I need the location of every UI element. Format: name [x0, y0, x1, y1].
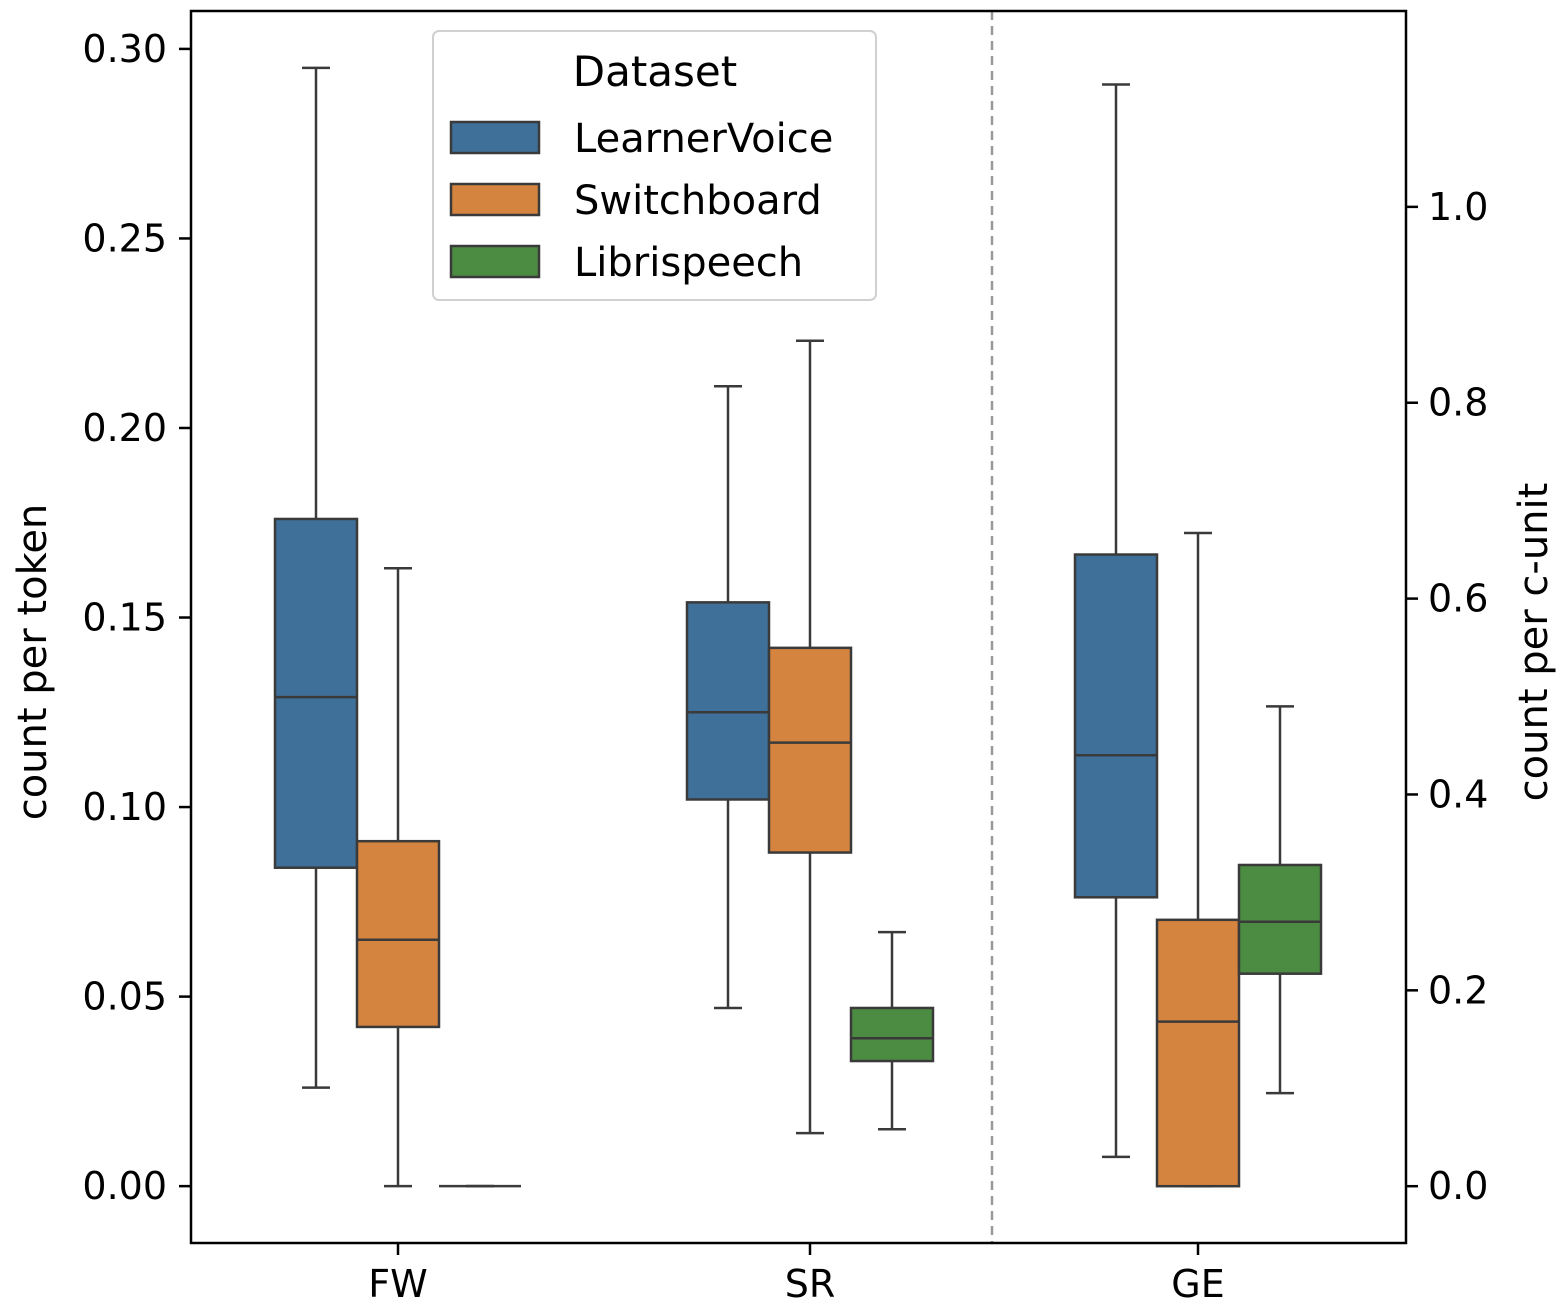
- iqr-box: [1073, 553, 1159, 899]
- right-tick-label: 0.8: [1428, 381, 1488, 425]
- box-switchboard-ge: [1155, 531, 1241, 1188]
- iqr-box: [767, 646, 853, 854]
- x-tick-label-sr: SR: [785, 1262, 836, 1306]
- right-y-axis: 0.0 0.2 0.4 0.6 0.8 1.0: [1406, 185, 1488, 1208]
- left-axis-title: count per token: [10, 504, 56, 821]
- legend-swatch-switchboard: [449, 182, 541, 217]
- left-tick-label: 0.05: [82, 975, 167, 1019]
- right-tick-label: 1.0: [1428, 185, 1488, 229]
- iqr-box: [1237, 863, 1323, 975]
- iqr-box: [355, 839, 441, 1029]
- right-tick-label: 0.6: [1428, 577, 1488, 621]
- boxes-layer: [273, 66, 1323, 1188]
- iqr-box: [685, 601, 771, 801]
- legend-entry-librispeech: Librispeech: [449, 240, 803, 286]
- right-tick-label: 0.0: [1428, 1164, 1488, 1208]
- legend-label-librispeech: Librispeech: [574, 240, 803, 286]
- legend: Dataset LearnerVoice Switchboard Librispee…: [432, 30, 877, 301]
- legend-frame: [432, 30, 877, 301]
- right-tick-label: 0.4: [1428, 772, 1488, 816]
- left-tick-label: 0.15: [82, 596, 167, 640]
- legend-swatch-learnervoice: [449, 120, 541, 155]
- right-tick-label: 0.2: [1428, 968, 1488, 1012]
- right-axis-title: count per c-unit: [1511, 483, 1557, 802]
- left-tick-label: 0.00: [82, 1164, 167, 1208]
- left-tick-label: 0.30: [82, 27, 167, 71]
- left-tick-label: 0.10: [82, 785, 167, 829]
- left-tick-label: 0.25: [82, 216, 167, 260]
- left-tick-label: 0.20: [82, 406, 167, 450]
- left-y-axis: 0.00 0.05 0.10 0.15 0.20 0.25 0.30: [82, 27, 191, 1208]
- legend-swatch-librispeech: [449, 244, 541, 279]
- plot-frame: [189, 9, 1408, 1245]
- legend-entry-switchboard: Switchboard: [449, 178, 822, 224]
- iqr-box: [273, 517, 359, 869]
- legend-label-switchboard: Switchboard: [574, 178, 822, 224]
- x-tick-label-ge: GE: [1171, 1262, 1224, 1306]
- box-switchboard-fw: [355, 566, 441, 1188]
- legend-entries: LearnerVoice Switchboard Librispeech: [449, 116, 833, 286]
- legend-entry-learnervoice: LearnerVoice: [449, 116, 833, 162]
- legend-label-learnervoice: LearnerVoice: [574, 116, 833, 162]
- box-learnervoice-ge: [1073, 83, 1159, 1159]
- box-switchboard-sr: [767, 339, 853, 1135]
- legend-title: Dataset: [573, 47, 737, 96]
- iqr-box: [849, 1006, 935, 1063]
- iqr-box: [1155, 918, 1241, 1188]
- box-librispeech-ge: [1237, 705, 1323, 1095]
- box-learnervoice-fw: [273, 66, 359, 1089]
- x-axis: FW SR GE: [368, 1243, 1225, 1306]
- box-learnervoice-sr: [685, 385, 771, 1010]
- box-librispeech-sr: [849, 930, 935, 1131]
- x-tick-label-fw: FW: [368, 1262, 427, 1306]
